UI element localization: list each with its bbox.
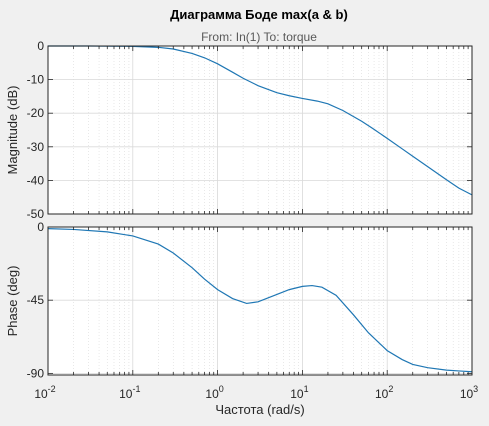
phase-y-tick-labels: 0 -45 -90	[27, 220, 45, 380]
x-axis-label: Частота (rad/s)	[215, 402, 304, 417]
x-tick-label-2: 100	[205, 384, 223, 401]
phase-panel: 0 -45 -90 Phase (deg) 10-2 10-1 100 101 102 103	[5, 220, 478, 401]
magnitude-axes-frame	[47, 45, 473, 215]
x-tick-label-3: 101	[290, 384, 308, 401]
x-tick-label-5: 103	[460, 384, 478, 401]
magnitude-ylabel: Magnitude (dB)	[5, 86, 20, 175]
chart-title: Диаграмма Боде max(a & b)	[170, 7, 348, 22]
magnitude-series-line	[48, 45, 473, 196]
mag-ytick-label-1: -10	[27, 73, 45, 87]
mag-ytick-label-3: -30	[27, 140, 45, 154]
mag-ytick-label-0: 0	[37, 39, 44, 53]
phase-tick-marks	[47, 226, 473, 375]
phase-ytick-label-1: -45	[27, 293, 45, 307]
x-tick-label-1: 10-1	[119, 384, 140, 401]
magnitude-axes-background	[48, 46, 472, 214]
phase-grid	[47, 226, 473, 375]
phase-ytick-label-0: 0	[37, 220, 44, 234]
phase-ylabel: Phase (deg)	[5, 266, 20, 337]
x-tick-label-4: 102	[375, 384, 393, 401]
magnitude-tick-marks	[47, 45, 473, 215]
phase-ytick-label-2: -90	[27, 366, 45, 380]
chart-subtitle: From: In(1) To: torque	[201, 30, 317, 44]
mag-ytick-label-5: -50	[27, 207, 45, 221]
mag-ytick-label-2: -20	[27, 106, 45, 120]
phase-axes-frame	[47, 226, 473, 376]
x-tick-label-0: 10-2	[34, 384, 55, 401]
mag-ytick-label-4: -40	[27, 173, 45, 187]
x-tick-labels: 10-2 10-1 100 101 102 103	[34, 384, 478, 401]
magnitude-panel: 0 -10 -20 -30 -40 -50 Magnitude (dB)	[5, 39, 473, 221]
magnitude-y-tick-labels: 0 -10 -20 -30 -40 -50	[27, 39, 45, 221]
phase-series-line	[47, 228, 473, 373]
